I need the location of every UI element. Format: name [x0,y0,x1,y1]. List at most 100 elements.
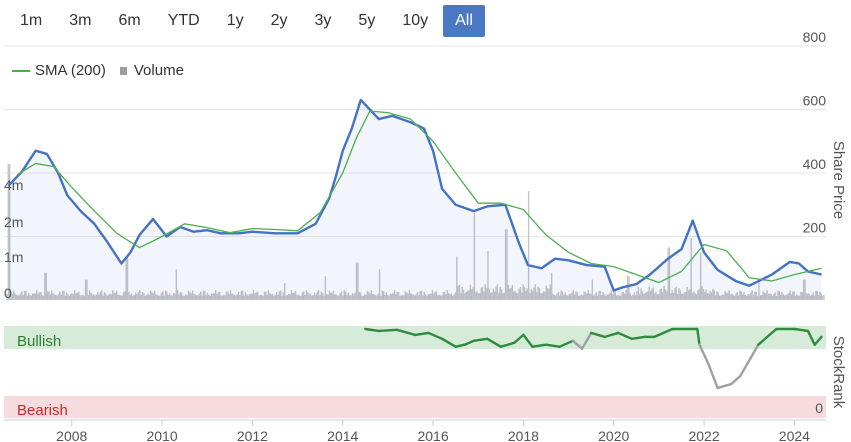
volume-bar [496,284,499,300]
volume-bar [717,292,720,300]
volume-bar [465,291,467,300]
range-button-3m[interactable]: 3m [69,12,92,29]
volume-bar [538,288,541,300]
volume-bar [434,291,436,300]
volume-bar [592,295,595,300]
volume-bar [652,287,654,300]
volume-legend-label[interactable]: Volume [133,62,184,79]
volume-bar [301,292,304,300]
volume-bar [591,279,593,300]
volume-bar [767,293,770,300]
volume-bar [298,295,301,300]
volume-bar [427,294,430,300]
volume-bar [763,292,766,300]
volume-bar [334,294,336,300]
range-button-1y[interactable]: 1y [226,12,244,29]
volume-bar [770,294,772,300]
volume-bar [97,292,99,300]
volume-bar [443,291,446,300]
volume-bar [6,294,8,300]
volume-bar [202,290,205,300]
volume-bar [710,292,713,300]
volume-bar [404,291,407,300]
volume-bar [101,290,103,300]
stockrank-segment [558,339,575,348]
range-button-1m[interactable]: 1m [20,12,43,29]
volume-bar [499,286,501,300]
volume-bar [197,295,199,300]
volume-bar [134,292,137,300]
volume-bar [327,294,329,300]
volume-bar [410,293,412,300]
volume-bar [611,294,614,300]
volume-bar [308,294,310,300]
volume-bar [232,294,234,300]
volume-bar [801,292,804,300]
volume-bar [802,279,805,300]
volume-bar [48,291,50,300]
volume-bar [813,295,816,300]
range-button-5y[interactable]: 5y [358,12,376,29]
volume-bar [49,294,52,300]
sma-line [17,110,822,284]
volume-bar [405,291,408,300]
volume-bar [231,293,233,300]
volume-bar [521,292,523,300]
volume-bar [38,292,41,300]
volume-bar [362,295,365,300]
range-button-ytd[interactable]: YTD [167,12,200,29]
volume-bar [790,294,793,300]
volume-bar [433,293,435,300]
volume-bar [372,293,374,300]
volume-bar [670,293,672,300]
volume-bar [254,293,256,300]
volume-bar [98,294,100,300]
volume-bar [751,290,753,300]
volume-bar [320,291,323,300]
volume-bar [500,288,503,300]
sma-legend-label[interactable]: SMA (200) [35,62,106,79]
volume-bar [571,292,573,300]
volume-bar [361,295,363,300]
volume-bar [114,292,117,300]
volume-bar [273,295,275,300]
volume-bar [797,295,799,300]
range-button-10y[interactable]: 10y [402,12,429,29]
volume-bar [107,294,110,300]
volume-bar [23,290,26,300]
volume-bar [8,164,11,300]
volume-bar [491,292,493,300]
range-button-2y[interactable]: 2y [270,12,288,29]
volume-bar [64,295,66,300]
range-button-3y[interactable]: 3y [314,12,332,29]
volume-bar [40,292,42,300]
range-button-all[interactable]: All [443,5,485,37]
volume-bar [86,279,88,300]
volume-bar [739,290,741,300]
volume-bar [721,294,724,300]
volume-bar [481,286,484,300]
volume-bar [748,294,751,300]
volume-bar [754,291,756,300]
range-button-6m[interactable]: 6m [118,12,141,29]
volume-bar [641,291,644,300]
volume-bar [518,288,520,300]
volume-bar [506,229,508,300]
volume-bar [629,293,631,300]
volume-bar [212,293,214,300]
volume-bar [430,293,432,300]
volume-bar [823,295,825,300]
volume-bar [675,286,678,300]
volume-bar [746,295,748,300]
volume-bar [386,294,389,300]
volume-bar [332,290,335,300]
volume-bar [762,291,764,300]
volume-bar [628,276,630,300]
volume-bar [396,291,398,300]
volume-bar [773,294,775,300]
volume-bar [209,295,211,300]
volume-bar [170,295,172,300]
volume-bar [335,294,337,300]
volume-bar [284,283,286,300]
volume-bar [694,293,696,300]
